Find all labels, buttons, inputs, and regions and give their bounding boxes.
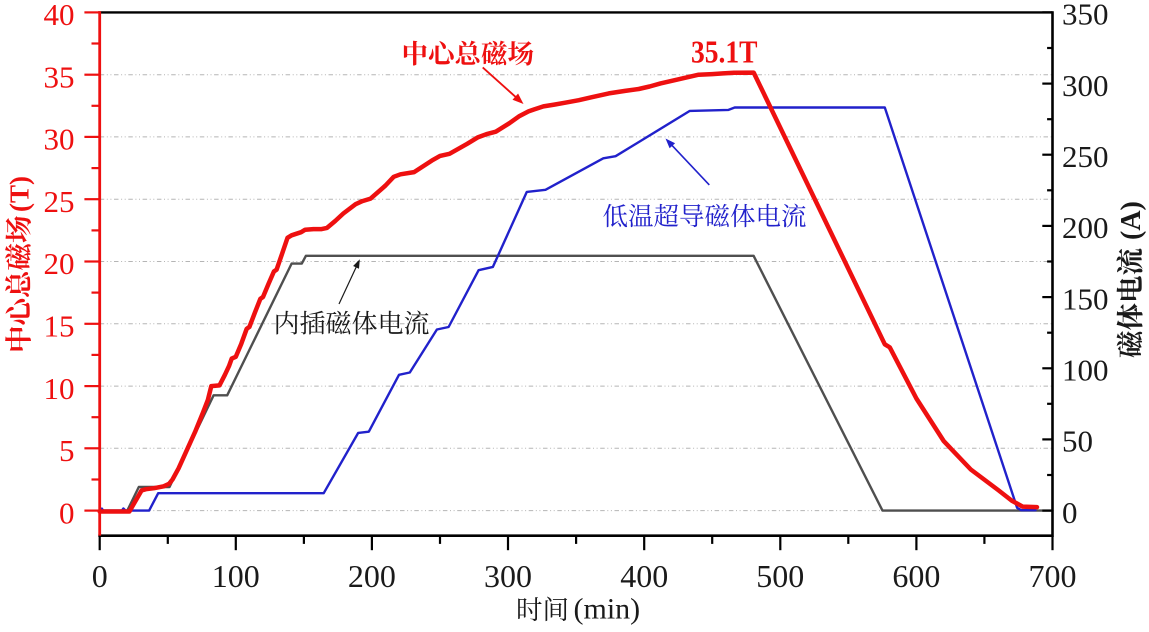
svg-text:(T): (T)	[5, 176, 35, 212]
svg-text:30: 30	[44, 122, 75, 157]
svg-text:250: 250	[1062, 139, 1109, 174]
svg-text:0: 0	[59, 495, 75, 530]
svg-text:100: 100	[212, 558, 260, 594]
svg-text:20: 20	[44, 246, 75, 281]
svg-text:0: 0	[92, 558, 108, 594]
svg-text:300: 300	[484, 558, 532, 594]
svg-text:25: 25	[44, 184, 75, 219]
svg-text:(A): (A)	[1116, 201, 1147, 240]
svg-text:5: 5	[59, 433, 75, 468]
svg-text:600: 600	[892, 558, 940, 594]
svg-text:150: 150	[1062, 281, 1109, 316]
svg-text:300: 300	[1062, 68, 1109, 103]
svg-text:50: 50	[1062, 424, 1093, 459]
svg-text:500: 500	[756, 558, 804, 594]
svg-text:15: 15	[44, 309, 75, 344]
svg-text:(min): (min)	[574, 593, 641, 626]
svg-text:10: 10	[44, 371, 75, 406]
svg-text:200: 200	[1062, 210, 1109, 245]
svg-text:35.1T: 35.1T	[691, 34, 758, 70]
svg-text:350: 350	[1062, 0, 1109, 32]
svg-text:40: 40	[44, 0, 75, 32]
svg-text:100: 100	[1062, 353, 1109, 388]
svg-text:0: 0	[1062, 495, 1078, 530]
svg-text:700: 700	[1029, 558, 1077, 594]
svg-text:200: 200	[348, 558, 396, 594]
svg-text:400: 400	[620, 558, 668, 594]
svg-text:35: 35	[44, 59, 75, 94]
